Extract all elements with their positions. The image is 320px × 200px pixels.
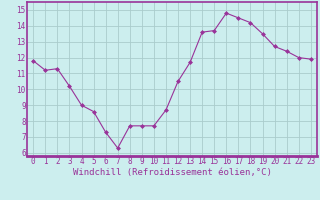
X-axis label: Windchill (Refroidissement éolien,°C): Windchill (Refroidissement éolien,°C) xyxy=(73,168,271,177)
